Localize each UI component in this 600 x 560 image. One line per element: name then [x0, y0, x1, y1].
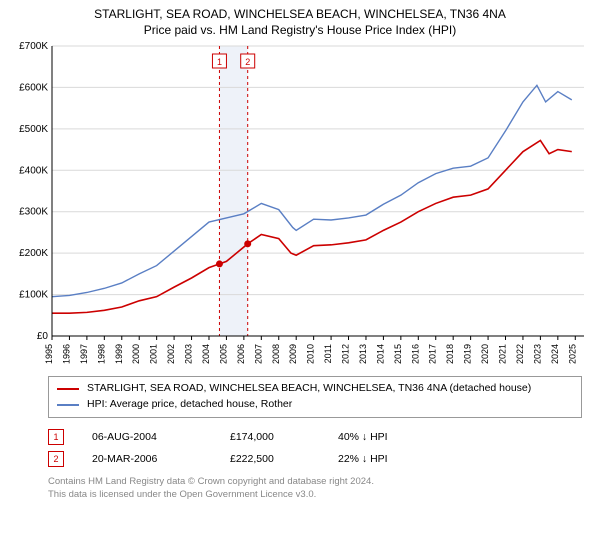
- svg-text:2012: 2012: [341, 344, 351, 364]
- svg-text:1998: 1998: [96, 344, 106, 364]
- legend-row-property: STARLIGHT, SEA ROAD, WINCHELSEA BEACH, W…: [57, 381, 573, 397]
- svg-text:1995: 1995: [44, 344, 54, 364]
- svg-text:2011: 2011: [323, 344, 333, 363]
- legend-row-hpi: HPI: Average price, detached house, Roth…: [57, 397, 573, 413]
- svg-text:2020: 2020: [480, 344, 490, 364]
- svg-text:2019: 2019: [463, 344, 473, 364]
- chart-area: £0 £100K £200K £300K £400K £500K £600K £700K 199…: [8, 40, 592, 370]
- svg-text:2006: 2006: [236, 344, 246, 364]
- svg-text:£700K: £700K: [19, 41, 48, 52]
- svg-text:1996: 1996: [61, 344, 71, 364]
- sale-marker-2: 2: [48, 451, 64, 467]
- svg-text:2021: 2021: [498, 344, 508, 364]
- svg-text:2009: 2009: [288, 344, 298, 364]
- sale-price-2: £222,500: [230, 453, 310, 465]
- legend-label-hpi: HPI: Average price, detached house, Roth…: [87, 397, 292, 413]
- sale-row-1: 1 06-AUG-2004 £174,000 40% ↓ HPI: [48, 426, 582, 448]
- svg-text:£500K: £500K: [19, 124, 48, 135]
- svg-text:£400K: £400K: [19, 166, 48, 177]
- svg-text:2003: 2003: [184, 344, 194, 364]
- svg-text:2017: 2017: [428, 344, 438, 364]
- svg-text:2005: 2005: [218, 344, 228, 364]
- footnote-line-1: Contains HM Land Registry data © Crown c…: [48, 476, 582, 489]
- footnote: Contains HM Land Registry data © Crown c…: [48, 476, 582, 502]
- svg-text:2013: 2013: [358, 344, 368, 364]
- svg-text:2010: 2010: [306, 344, 316, 364]
- svg-text:1999: 1999: [114, 344, 124, 364]
- svg-text:2014: 2014: [375, 344, 385, 364]
- svg-text:2004: 2004: [201, 344, 211, 364]
- line-chart-svg: £0 £100K £200K £300K £400K £500K £600K £700K 199…: [8, 40, 592, 370]
- svg-text:£300K: £300K: [19, 207, 48, 218]
- svg-text:2008: 2008: [271, 344, 281, 364]
- svg-text:£200K: £200K: [19, 249, 48, 260]
- footnote-line-2: This data is licensed under the Open Gov…: [48, 489, 582, 502]
- sale-price-1: £174,000: [230, 431, 310, 443]
- svg-text:2002: 2002: [166, 344, 176, 364]
- svg-text:2023: 2023: [532, 344, 542, 364]
- svg-text:£100K: £100K: [19, 290, 48, 301]
- svg-text:2: 2: [245, 57, 250, 67]
- svg-text:2025: 2025: [567, 344, 577, 364]
- svg-text:2001: 2001: [149, 344, 159, 364]
- svg-text:2022: 2022: [515, 344, 525, 364]
- sale-marker-1: 1: [48, 429, 64, 445]
- sale-delta-2: 22% ↓ HPI: [338, 453, 428, 465]
- legend-swatch-property: [57, 388, 79, 390]
- svg-text:2007: 2007: [253, 344, 263, 364]
- svg-text:2016: 2016: [410, 344, 420, 364]
- svg-text:2024: 2024: [550, 344, 560, 364]
- legend-swatch-hpi: [57, 404, 79, 406]
- chart-title-block: STARLIGHT, SEA ROAD, WINCHELSEA BEACH, W…: [0, 0, 600, 40]
- sale-date-2: 20-MAR-2006: [92, 453, 202, 465]
- svg-text:2018: 2018: [445, 344, 455, 364]
- title-line-1: STARLIGHT, SEA ROAD, WINCHELSEA BEACH, W…: [0, 6, 600, 22]
- svg-text:£600K: £600K: [19, 83, 48, 94]
- svg-text:2015: 2015: [393, 344, 403, 364]
- svg-text:2000: 2000: [131, 344, 141, 364]
- legend-label-property: STARLIGHT, SEA ROAD, WINCHELSEA BEACH, W…: [87, 381, 531, 397]
- svg-text:1: 1: [217, 57, 222, 67]
- svg-text:1997: 1997: [79, 344, 89, 364]
- sale-delta-1: 40% ↓ HPI: [338, 431, 428, 443]
- sale-row-2: 2 20-MAR-2006 £222,500 22% ↓ HPI: [48, 448, 582, 470]
- svg-text:£0: £0: [37, 331, 49, 342]
- title-line-2: Price paid vs. HM Land Registry's House …: [0, 22, 600, 38]
- legend: STARLIGHT, SEA ROAD, WINCHELSEA BEACH, W…: [48, 376, 582, 418]
- sale-date-1: 06-AUG-2004: [92, 431, 202, 443]
- sales-table: 1 06-AUG-2004 £174,000 40% ↓ HPI 2 20-MA…: [48, 426, 582, 470]
